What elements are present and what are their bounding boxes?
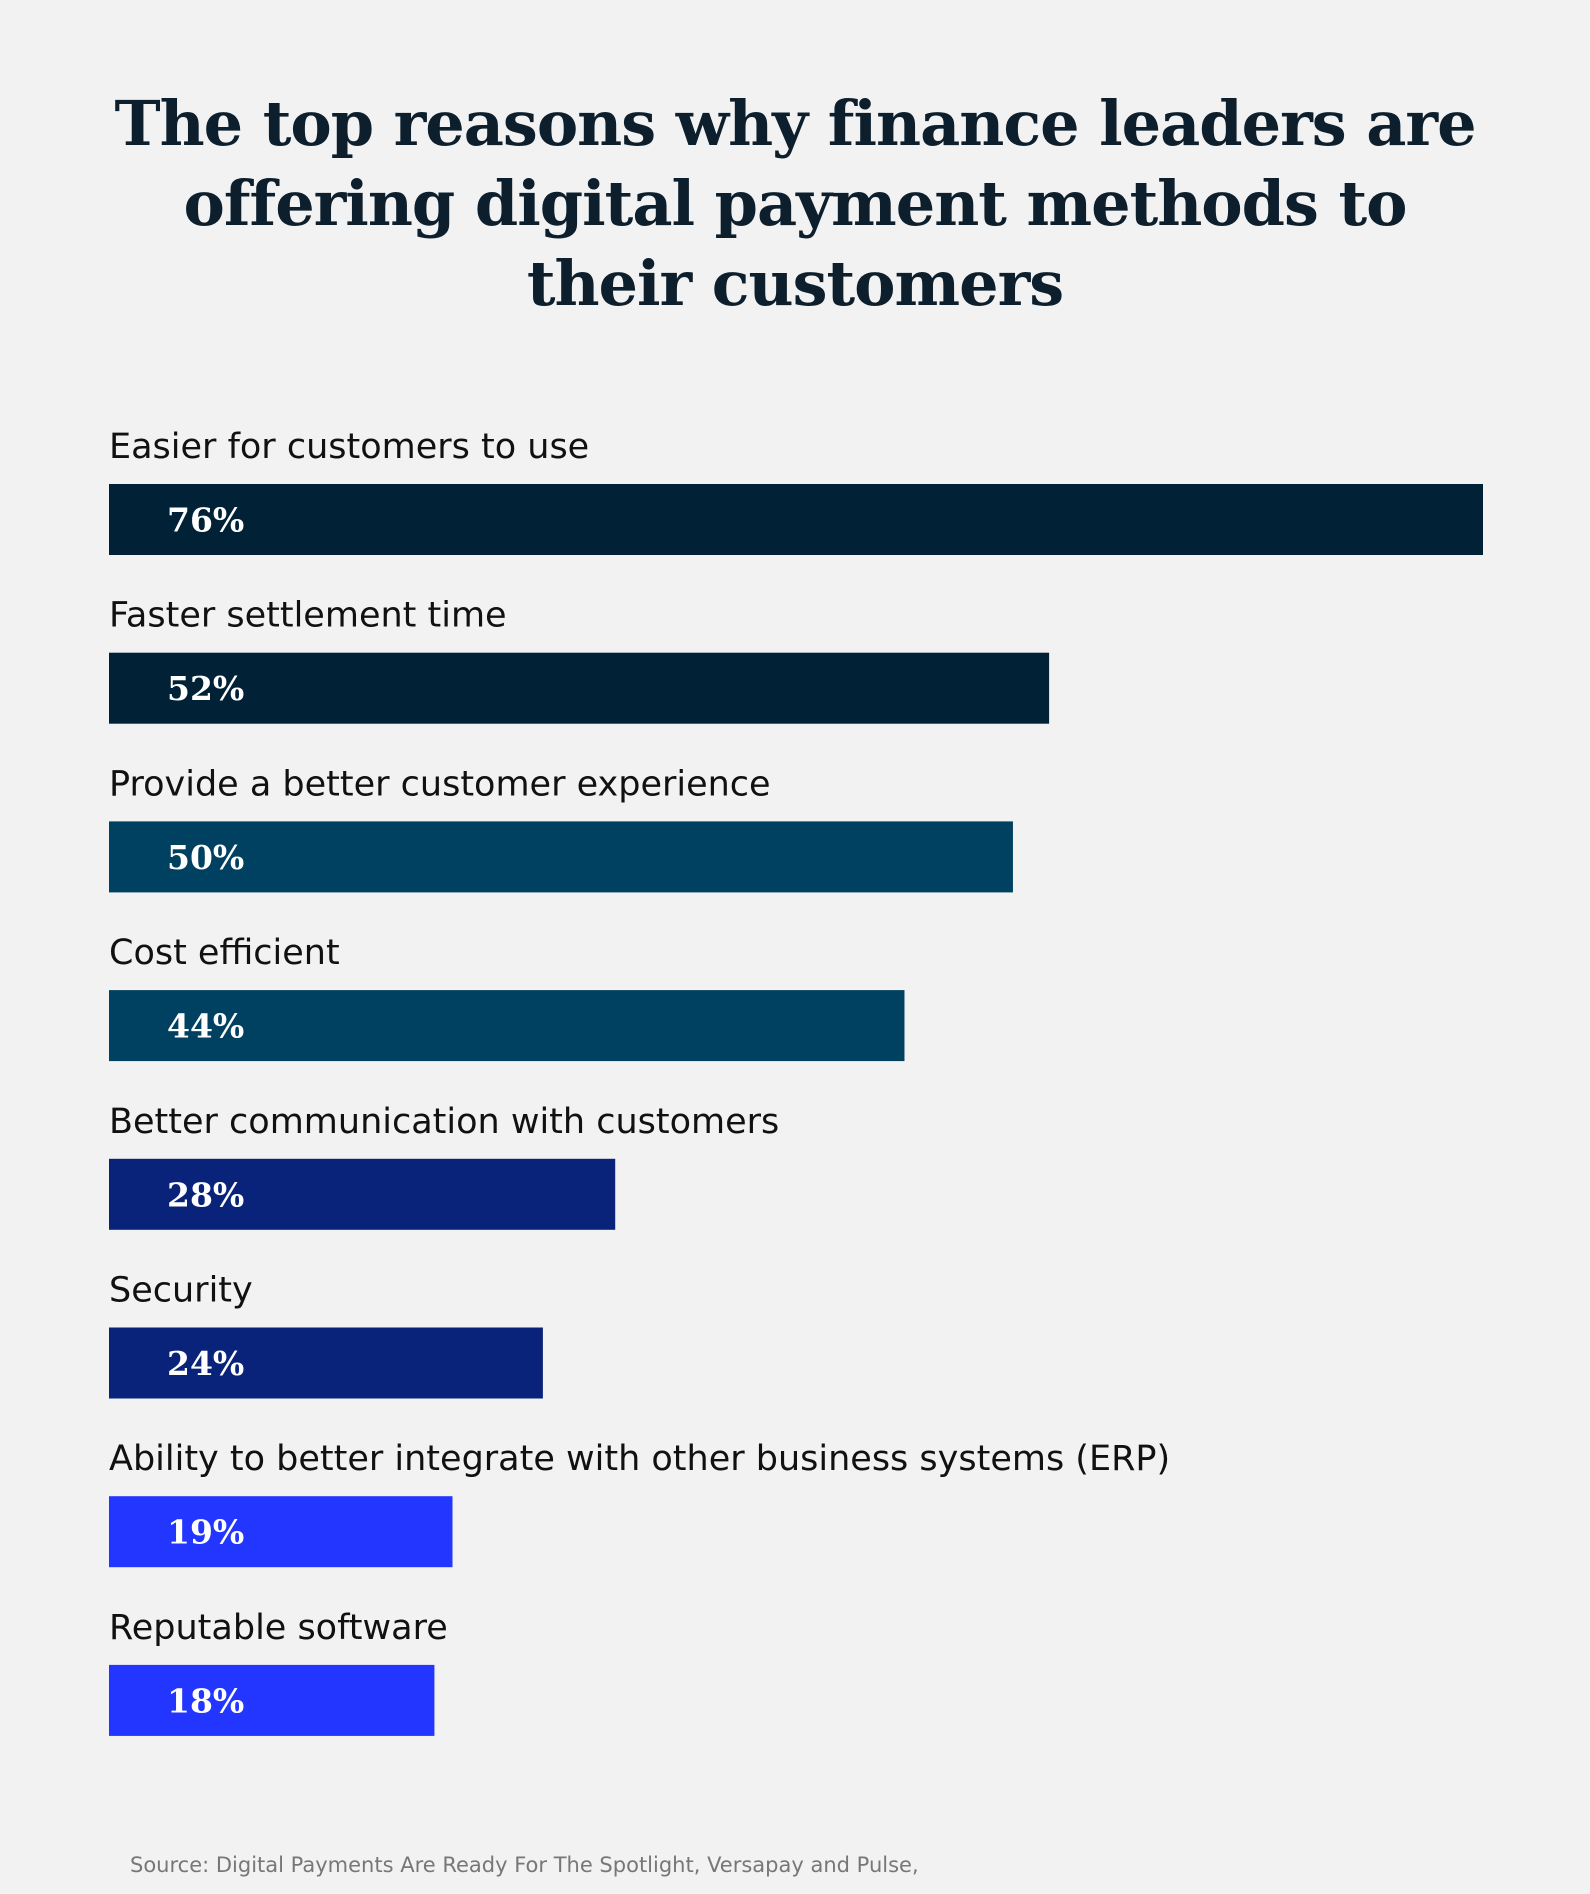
value-label: 76% bbox=[167, 501, 244, 540]
source-note: Source: Digital Payments Are Ready For T… bbox=[130, 1853, 919, 1877]
bar bbox=[109, 652, 1050, 724]
value-label: 28% bbox=[167, 1175, 244, 1214]
bar bbox=[109, 1158, 616, 1230]
category-label: Faster settlement time bbox=[109, 596, 507, 636]
value-label: 24% bbox=[167, 1344, 244, 1383]
chart-title: The top reasons why finance leaders are … bbox=[114, 87, 1476, 320]
value-label: 52% bbox=[167, 669, 244, 708]
value-label: 44% bbox=[167, 1007, 244, 1046]
category-label: Ability to better integrate with other b… bbox=[109, 1439, 1170, 1479]
value-label: 50% bbox=[167, 838, 244, 877]
category-label: Provide a better customer experience bbox=[109, 764, 771, 804]
category-label: Security bbox=[109, 1271, 253, 1311]
value-label: 19% bbox=[167, 1513, 244, 1552]
bar bbox=[109, 1327, 543, 1399]
bar bbox=[109, 821, 1013, 893]
category-label: Cost efficient bbox=[109, 933, 340, 973]
bars-layer: Easier for customers to use 76% Faster set… bbox=[109, 427, 1483, 1736]
bar bbox=[109, 484, 1483, 555]
bar bbox=[109, 990, 905, 1062]
category-label: Reputable software bbox=[109, 1608, 448, 1648]
value-label: 18% bbox=[167, 1681, 244, 1720]
category-label: Better communication with customers bbox=[109, 1102, 779, 1142]
category-label: Easier for customers to use bbox=[109, 427, 589, 467]
bar bbox=[109, 1496, 453, 1568]
bar bbox=[109, 1664, 435, 1736]
